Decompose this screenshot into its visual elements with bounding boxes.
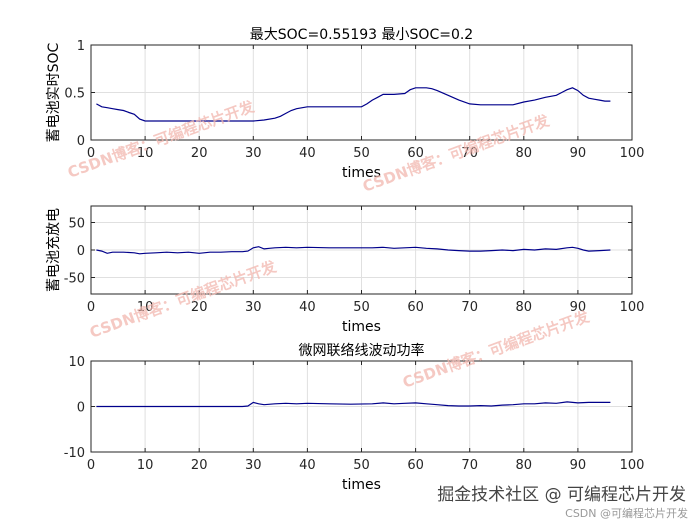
x-tick-label: 0: [87, 458, 95, 473]
x-tick-label: 70: [461, 300, 478, 315]
axes-frame-3: [90, 360, 633, 453]
x-tick-label: 30: [245, 458, 262, 473]
x-tick-label: 0: [87, 146, 95, 161]
chart-title-1: 最大SOC=0.55193 最小SOC=0.2: [250, 27, 473, 43]
x-tick-label: 80: [516, 458, 533, 473]
y-tick-label: 0: [77, 134, 85, 149]
axes-frame-2: [90, 205, 633, 295]
x-axis-label-3: times: [342, 477, 381, 493]
x-tick-label: 10: [137, 300, 154, 315]
x-tick-label: 40: [299, 146, 316, 161]
series-line-3: [96, 401, 611, 408]
x-tick-label: 60: [407, 300, 424, 315]
y-tick-label: 10: [68, 355, 85, 370]
y-tick-label: 50: [68, 217, 85, 232]
y-axis-label-2: 蓄电池充放电: [46, 208, 62, 292]
x-tick-label: 50: [353, 458, 370, 473]
x-tick-label: 30: [245, 146, 262, 161]
chart-title-3: 微网联络线波动功率: [299, 342, 425, 359]
csdn-credit: CSDN @可编程芯片开发: [565, 507, 688, 520]
x-tick-label: 90: [570, 146, 587, 161]
y-tick-label: 0.5: [64, 87, 85, 102]
x-tick-label: 20: [191, 458, 208, 473]
x-tick-label: 80: [516, 146, 533, 161]
y-tick-label: 1: [77, 39, 85, 54]
x-tick-label: 30: [245, 300, 262, 315]
x-tick-label: 100: [620, 300, 645, 315]
y-tick-label: 0: [77, 401, 85, 416]
x-tick-label: 20: [191, 300, 208, 315]
y-tick-label: -50: [64, 272, 85, 287]
x-tick-label: 40: [299, 300, 316, 315]
x-tick-label: 70: [461, 458, 478, 473]
x-tick-label: 40: [299, 458, 316, 473]
x-axis-label-1: times: [342, 165, 381, 181]
y-tick-label: 0: [77, 244, 85, 259]
x-tick-label: 0: [87, 300, 95, 315]
y-tick-label: -10: [64, 446, 85, 461]
series-line-1: [96, 87, 611, 122]
x-tick-label: 80: [516, 300, 533, 315]
x-tick-label: 70: [461, 146, 478, 161]
x-axis-label-2: times: [342, 319, 381, 335]
x-tick-label: 50: [353, 146, 370, 161]
x-tick-label: 20: [191, 146, 208, 161]
series-line-2: [96, 246, 611, 255]
x-tick-label: 90: [570, 458, 587, 473]
x-tick-label: 50: [353, 300, 370, 315]
axes-frame-1: [90, 44, 633, 141]
x-tick-label: 100: [620, 458, 645, 473]
x-tick-label: 100: [620, 146, 645, 161]
juejin-credit: 掘金技术社区 @ 可编程芯片开发: [437, 485, 686, 505]
x-tick-label: 90: [570, 300, 587, 315]
x-tick-label: 60: [407, 458, 424, 473]
x-tick-label: 60: [407, 146, 424, 161]
x-tick-label: 10: [137, 458, 154, 473]
y-axis-label-1: 蓄电池实时SOC: [46, 42, 62, 142]
x-tick-label: 10: [137, 146, 154, 161]
